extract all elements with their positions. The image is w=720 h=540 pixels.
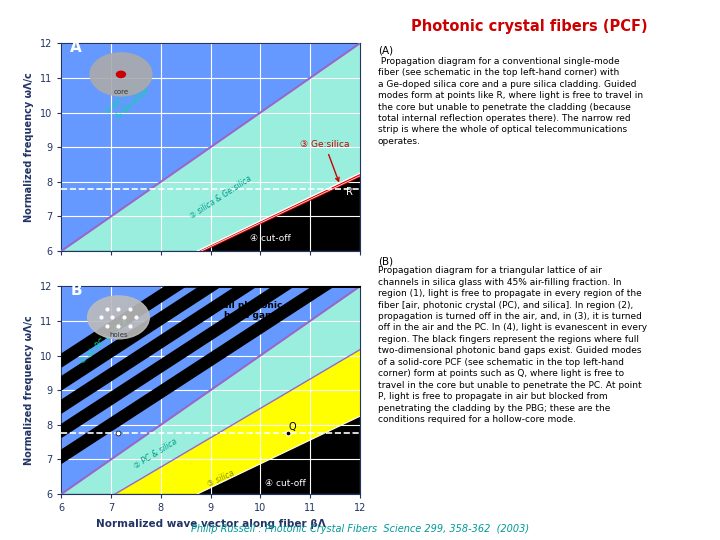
Text: ④ cut-off: ④ cut-off <box>265 479 306 488</box>
Text: ② PC & silica: ② PC & silica <box>132 437 179 471</box>
Text: Photonic crystal fibers (PCF): Photonic crystal fibers (PCF) <box>411 19 647 34</box>
Text: ① air PC & silica: ① air PC & silica <box>78 318 129 366</box>
Text: holes: holes <box>109 333 127 339</box>
X-axis label: Normalized wave vector along fiber βΛ: Normalized wave vector along fiber βΛ <box>96 519 325 529</box>
Text: ④ cut-off: ④ cut-off <box>250 234 291 244</box>
Text: ③ Ge:silica: ③ Ge:silica <box>300 140 350 181</box>
Y-axis label: Normalized frequency ωΛ/c: Normalized frequency ωΛ/c <box>24 315 35 465</box>
Text: Propagation diagram for a triangular lattice of air
channels in silica glass wit: Propagation diagram for a triangular lat… <box>378 266 647 424</box>
Text: A: A <box>70 40 82 55</box>
Y-axis label: Normalized frequency ωΛ/c: Normalized frequency ωΛ/c <box>24 72 35 222</box>
Text: core: core <box>113 89 129 94</box>
Text: R: R <box>346 186 353 197</box>
Text: Propagation diagram for a conventional single-mode
fiber (see schematic in the t: Propagation diagram for a conventional s… <box>378 57 643 146</box>
Text: (A): (A) <box>378 46 393 56</box>
Circle shape <box>88 296 149 339</box>
Text: Philip Russell : Photonic Crystal Fibers  Science 299, 358-362  (2003): Philip Russell : Photonic Crystal Fibers… <box>191 523 529 534</box>
Text: (B): (B) <box>378 256 393 267</box>
Text: ③ silica: ③ silica <box>206 468 235 489</box>
Text: ② silica & Ge:silica: ② silica & Ge:silica <box>188 174 253 221</box>
Text: Q: Q <box>289 422 297 431</box>
Text: ① air, silica
   & Ge:silica: ① air, silica & Ge:silica <box>102 79 150 126</box>
Circle shape <box>117 71 125 78</box>
Text: B: B <box>70 283 82 298</box>
Text: full photonic
band gaps: full photonic band gaps <box>218 301 283 320</box>
Text: P: P <box>103 422 109 431</box>
Circle shape <box>90 53 152 96</box>
